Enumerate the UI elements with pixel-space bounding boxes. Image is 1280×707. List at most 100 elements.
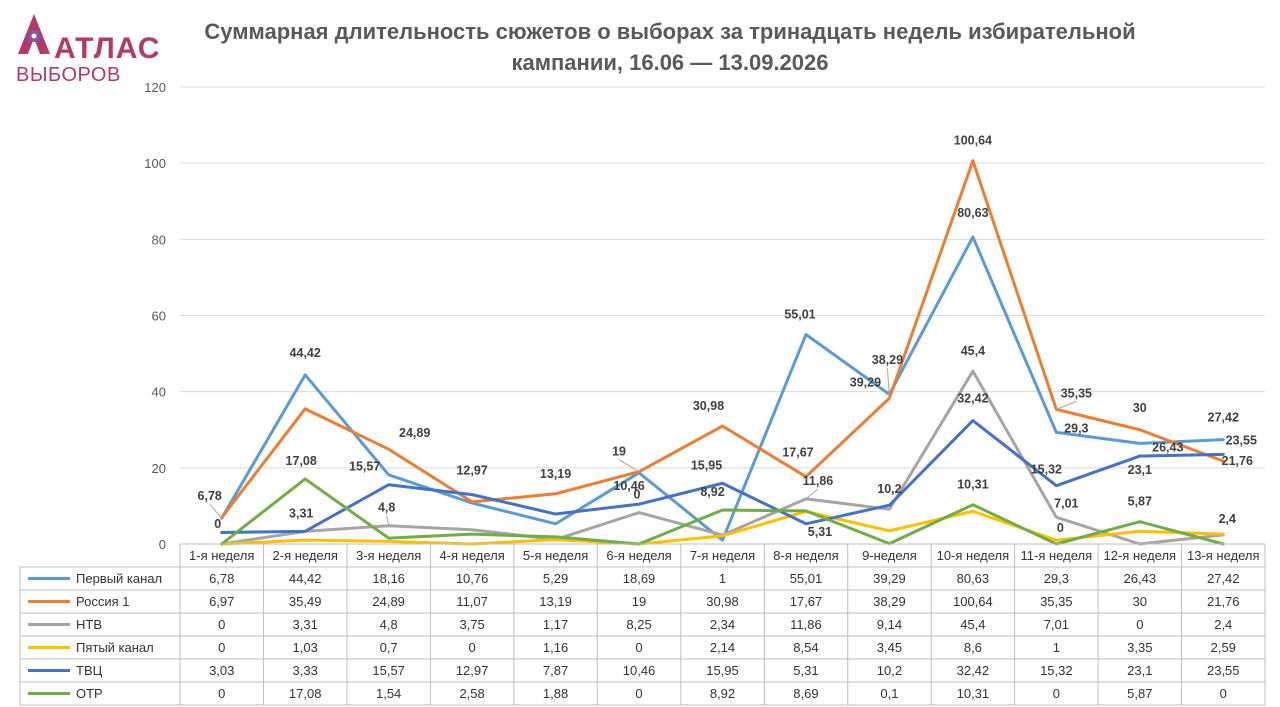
- x-tick-label: 12-я неделя: [1104, 548, 1177, 563]
- data-label: 17,08: [286, 454, 317, 468]
- table-cell: 0: [218, 617, 225, 632]
- table-cell: 1: [719, 571, 726, 586]
- x-tick-label: 6-я неделя: [606, 548, 671, 563]
- x-tick-label: 11-я неделя: [1021, 548, 1093, 563]
- table-cell: 26,43: [1124, 571, 1157, 586]
- table-cell: 35,35: [1040, 594, 1073, 609]
- y-tick-label: 40: [152, 385, 166, 400]
- data-label: 38,29: [872, 353, 903, 367]
- table-cell: 15,32: [1040, 663, 1073, 678]
- table-cell: 18,69: [623, 571, 656, 586]
- table-cell: 8,69: [793, 686, 818, 701]
- data-label: 35,35: [1061, 386, 1092, 400]
- x-tick-label: 8-я неделя: [773, 548, 838, 563]
- data-label: 80,63: [957, 206, 988, 220]
- data-label: 10,2: [877, 482, 901, 496]
- data-label: 27,42: [1208, 411, 1239, 425]
- y-tick-label: 60: [152, 309, 166, 324]
- table-cell: 0: [468, 640, 475, 655]
- table-cell: 10,31: [957, 686, 990, 701]
- table-cell: 38,29: [873, 594, 906, 609]
- table-cell: 7,01: [1044, 617, 1069, 632]
- table-cell: 15,57: [372, 663, 405, 678]
- table-cell: 4,8: [380, 617, 398, 632]
- table-cell: 0: [1136, 617, 1143, 632]
- data-label: 26,43: [1152, 440, 1183, 454]
- table-cell: 3,33: [293, 663, 318, 678]
- table-cell: 11,86: [790, 617, 822, 632]
- table-cell: 5,29: [543, 571, 568, 586]
- legend-entry: ТВЦ: [76, 663, 103, 678]
- table-cell: 35,49: [289, 594, 322, 609]
- x-tick-label: 4-я неделя: [439, 548, 504, 563]
- data-label: 17,67: [782, 446, 813, 460]
- legend-entry: НТВ: [76, 617, 102, 632]
- table-cell: 5,31: [793, 663, 818, 678]
- data-label: 21,76: [1222, 454, 1253, 468]
- table-cell: 3,75: [459, 617, 484, 632]
- series-line-0: [220, 235, 1225, 542]
- data-label: 24,89: [399, 426, 430, 440]
- table-cell: 2,14: [710, 640, 735, 655]
- legend-entry: ОТР: [76, 686, 103, 701]
- chart-title: Суммарная длительность сюжетов о выборах…: [204, 19, 1136, 75]
- data-label: 30,98: [693, 399, 724, 413]
- table-cell: 17,08: [289, 686, 322, 701]
- x-tick-label: 5-я неделя: [523, 548, 588, 563]
- data-label: 30: [1133, 401, 1147, 415]
- table-cell: 5,87: [1127, 686, 1152, 701]
- legend-entry: Россия 1: [76, 594, 129, 609]
- x-tick-label: 1-я неделя: [189, 548, 254, 563]
- data-label: 10,31: [957, 478, 988, 492]
- data-label: 23,55: [1226, 433, 1257, 447]
- table-cell: 2,58: [459, 686, 484, 701]
- data-label: 15,95: [691, 458, 722, 472]
- table-cell: 18,16: [372, 571, 405, 586]
- table-cell: 3,45: [877, 640, 902, 655]
- data-label: 11,86: [803, 474, 834, 488]
- table-cell: 29,3: [1044, 571, 1069, 586]
- table-cell: 44,42: [289, 571, 322, 586]
- data-label: 45,4: [961, 344, 985, 358]
- data-label: 44,42: [290, 346, 321, 360]
- logo-rocket-icon: [18, 14, 50, 54]
- data-label: 13,19: [540, 467, 571, 481]
- table-cell: 7,87: [543, 663, 568, 678]
- table-cell: 32,42: [957, 663, 990, 678]
- table-cell: 1,03: [293, 640, 318, 655]
- table-cell: 6,97: [209, 594, 234, 609]
- data-label: 2,4: [1219, 512, 1236, 526]
- table-cell: 0: [1053, 686, 1060, 701]
- table-cell: 80,63: [957, 571, 990, 586]
- leader-line: [618, 459, 640, 473]
- data-table: 1-я неделя 2-я неделя 3-я неделя 4-я неделя…: [19, 543, 1266, 706]
- x-tick-label: 7-я неделя: [690, 548, 755, 563]
- data-label: 32,42: [957, 392, 988, 406]
- leader-lines: [209, 368, 1077, 526]
- leader-line: [1056, 400, 1077, 410]
- x-tick-label: 3-я неделя: [356, 548, 421, 563]
- logo-line2: ВЫБОРОВ: [16, 64, 121, 86]
- table-cell: 2,59: [1211, 640, 1236, 655]
- table-cell: 3,35: [1127, 640, 1152, 655]
- data-label: 5,31: [808, 525, 832, 539]
- table-cell: 1: [1053, 640, 1060, 655]
- table-cell: 0: [635, 640, 642, 655]
- table-cell: 10,76: [456, 571, 489, 586]
- table-cell: 3,31: [293, 617, 318, 632]
- table-cell: 23,55: [1207, 663, 1240, 678]
- table-cell: 21,76: [1207, 594, 1240, 609]
- table-cell: 2,34: [710, 617, 735, 632]
- table-cell: 0: [218, 640, 225, 655]
- data-label: 0: [214, 517, 221, 531]
- table-cell: 27,42: [1207, 571, 1240, 586]
- table-cell: 24,89: [372, 594, 405, 609]
- table-cell: 100,64: [953, 594, 993, 609]
- table-cell: 30,98: [706, 594, 739, 609]
- table-cell: 8,54: [793, 640, 818, 655]
- table-cell: 10,2: [877, 663, 902, 678]
- table-cell: 1,16: [543, 640, 568, 655]
- logo-line1: АТЛАС: [54, 32, 161, 65]
- data-label: 3,31: [289, 506, 313, 520]
- data-label: 19: [612, 445, 626, 459]
